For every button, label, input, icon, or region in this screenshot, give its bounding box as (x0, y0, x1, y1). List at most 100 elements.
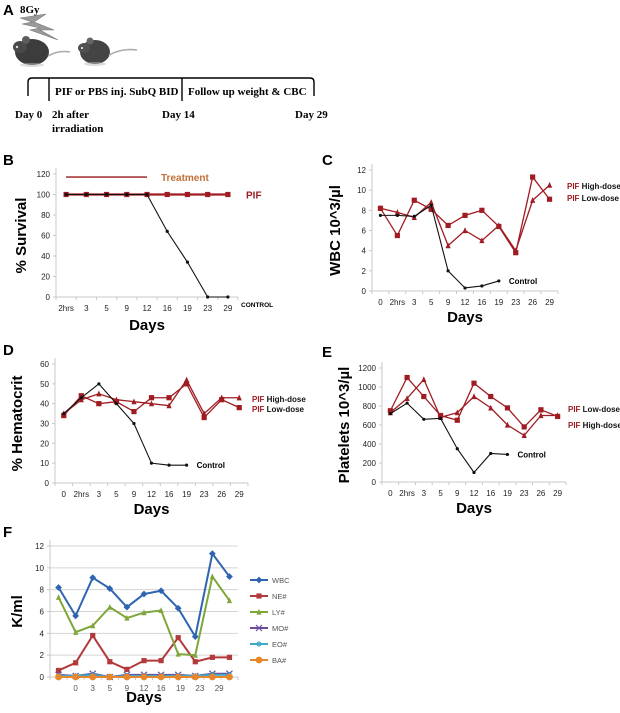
series-line (380, 204, 499, 289)
legend-label: BA# (272, 656, 287, 665)
data-point (158, 658, 164, 664)
chart-platelets: E 0 200 400 600 800 1000 1200 0 2hrs 3 5 9 12 16 19 23 26… (310, 340, 620, 520)
data-point (107, 659, 113, 665)
x-tick-label: 23 (195, 684, 204, 693)
y-tick-label: 50 (40, 380, 49, 389)
data-point (184, 191, 191, 198)
data-point (201, 414, 207, 421)
y-tick-label: 0 (45, 479, 50, 488)
data-point (104, 192, 109, 197)
x-tick-label: 0 (388, 489, 393, 498)
y-tick-label: 60 (41, 232, 50, 241)
data-point (504, 421, 511, 428)
x-axis-title: Days (129, 317, 165, 334)
legend-swatch-marker (255, 576, 263, 584)
data-point (175, 635, 181, 641)
x-tick-label: 16 (477, 298, 486, 307)
data-point (141, 609, 147, 616)
y-axis-title: % Survival (13, 198, 30, 274)
data-point (157, 673, 165, 681)
y-tick-label: 10 (40, 459, 49, 468)
y-tick-label: 4 (40, 629, 45, 638)
day-14-label: Day 14 (162, 109, 195, 121)
panel-letter-f: F (3, 524, 12, 541)
x-tick-label: 2hrs (399, 489, 415, 498)
series-control (64, 192, 230, 299)
legend-label: EO# (272, 640, 288, 649)
data-point (226, 673, 233, 681)
data-point (226, 573, 233, 580)
x-tick-label: 0 (378, 298, 383, 307)
legend-swatch-marker (256, 593, 262, 599)
legend-prefix: PIF (568, 421, 583, 430)
x-tick-label: 16 (486, 489, 495, 498)
day-29-label: Day 29 (295, 109, 328, 121)
data-point (113, 399, 120, 405)
x-tick-label: 29 (235, 490, 244, 499)
data-point (546, 196, 553, 202)
x-tick-label: 2hrs (390, 298, 406, 307)
data-point (124, 614, 130, 621)
data-point (546, 181, 553, 188)
data-point (164, 191, 170, 198)
data-point (185, 260, 190, 264)
data-point (191, 633, 199, 641)
chart-svg-d: D 0 10 20 30 40 50 60 0 2hrs 3 5 9 12 16 19 23 26 29 Days % … (3, 342, 306, 518)
data-point (191, 673, 199, 681)
data-point (462, 227, 468, 234)
data-point (521, 432, 527, 439)
treatment-timeline: PIF or PBS inj. SubQ BID Follow up weigh… (13, 13, 328, 135)
x-axis-title: Days (447, 309, 483, 326)
y-tick-label: 6 (362, 227, 367, 236)
data-point (165, 229, 169, 233)
chart-wbc: C 0 2 4 6 8 10 12 0 2hrs 3 5 9 12 16 19 23 26 29 Days WBC 10… (310, 150, 620, 340)
data-point (404, 374, 410, 381)
data-point (454, 417, 460, 423)
data-point (378, 213, 383, 217)
data-point (226, 654, 233, 660)
legend-entry: PIF Low-dose (568, 405, 620, 414)
data-point (422, 417, 426, 421)
data-point (167, 463, 171, 467)
legend-item-ne: NE# (250, 592, 287, 601)
x-tick-label: 26 (536, 489, 545, 498)
data-point (521, 424, 527, 430)
x-tick-label: 3 (97, 490, 102, 499)
legend-entry: PIF Low-dose (252, 405, 305, 414)
pif-label: PIF (246, 191, 262, 202)
data-point (125, 192, 129, 197)
legend-item-ly: LY# (250, 608, 286, 617)
x-axis-title: Days (134, 501, 170, 518)
x-tick-label: 2hrs (74, 490, 90, 499)
series-line (66, 193, 228, 298)
data-point (78, 393, 84, 399)
series-line (58, 633, 230, 672)
x-tick-label: 29 (545, 298, 554, 307)
data-point (395, 213, 399, 217)
legend-prefix: PIF (252, 395, 267, 404)
legend-swatch-marker (256, 608, 262, 615)
data-point (183, 376, 190, 383)
data-point (157, 587, 165, 595)
data-point (166, 395, 172, 401)
control-label: Control (517, 450, 545, 459)
legend-item-mo: MO# (250, 624, 289, 633)
data-point (479, 207, 485, 213)
data-point (388, 412, 392, 416)
y-tick-label: 0 (372, 478, 377, 487)
y-tick-label: 20 (40, 439, 49, 448)
data-point (505, 452, 510, 457)
y-axis-title: K/ml (9, 595, 26, 628)
chart-svg-b: B 0 20 40 60 80 100 120 2hrs 3 5 9 12 16 19 23 29 Days % S… (3, 152, 273, 334)
y-tick-label: 30 (40, 420, 49, 429)
x-tick-label: 12 (461, 298, 470, 307)
mouse-icon (78, 37, 138, 66)
data-point (405, 401, 409, 405)
y-axis-title: % Hematocrit (9, 376, 26, 472)
day-0-label: Day 0 (15, 109, 43, 121)
legend-entry: PIF Low-dose (567, 194, 620, 203)
legend-item-wbc: WBC (250, 576, 290, 585)
x-tick-label: 19 (503, 489, 512, 498)
legend-label: LY# (272, 608, 286, 617)
x-tick-label: 5 (114, 490, 119, 499)
